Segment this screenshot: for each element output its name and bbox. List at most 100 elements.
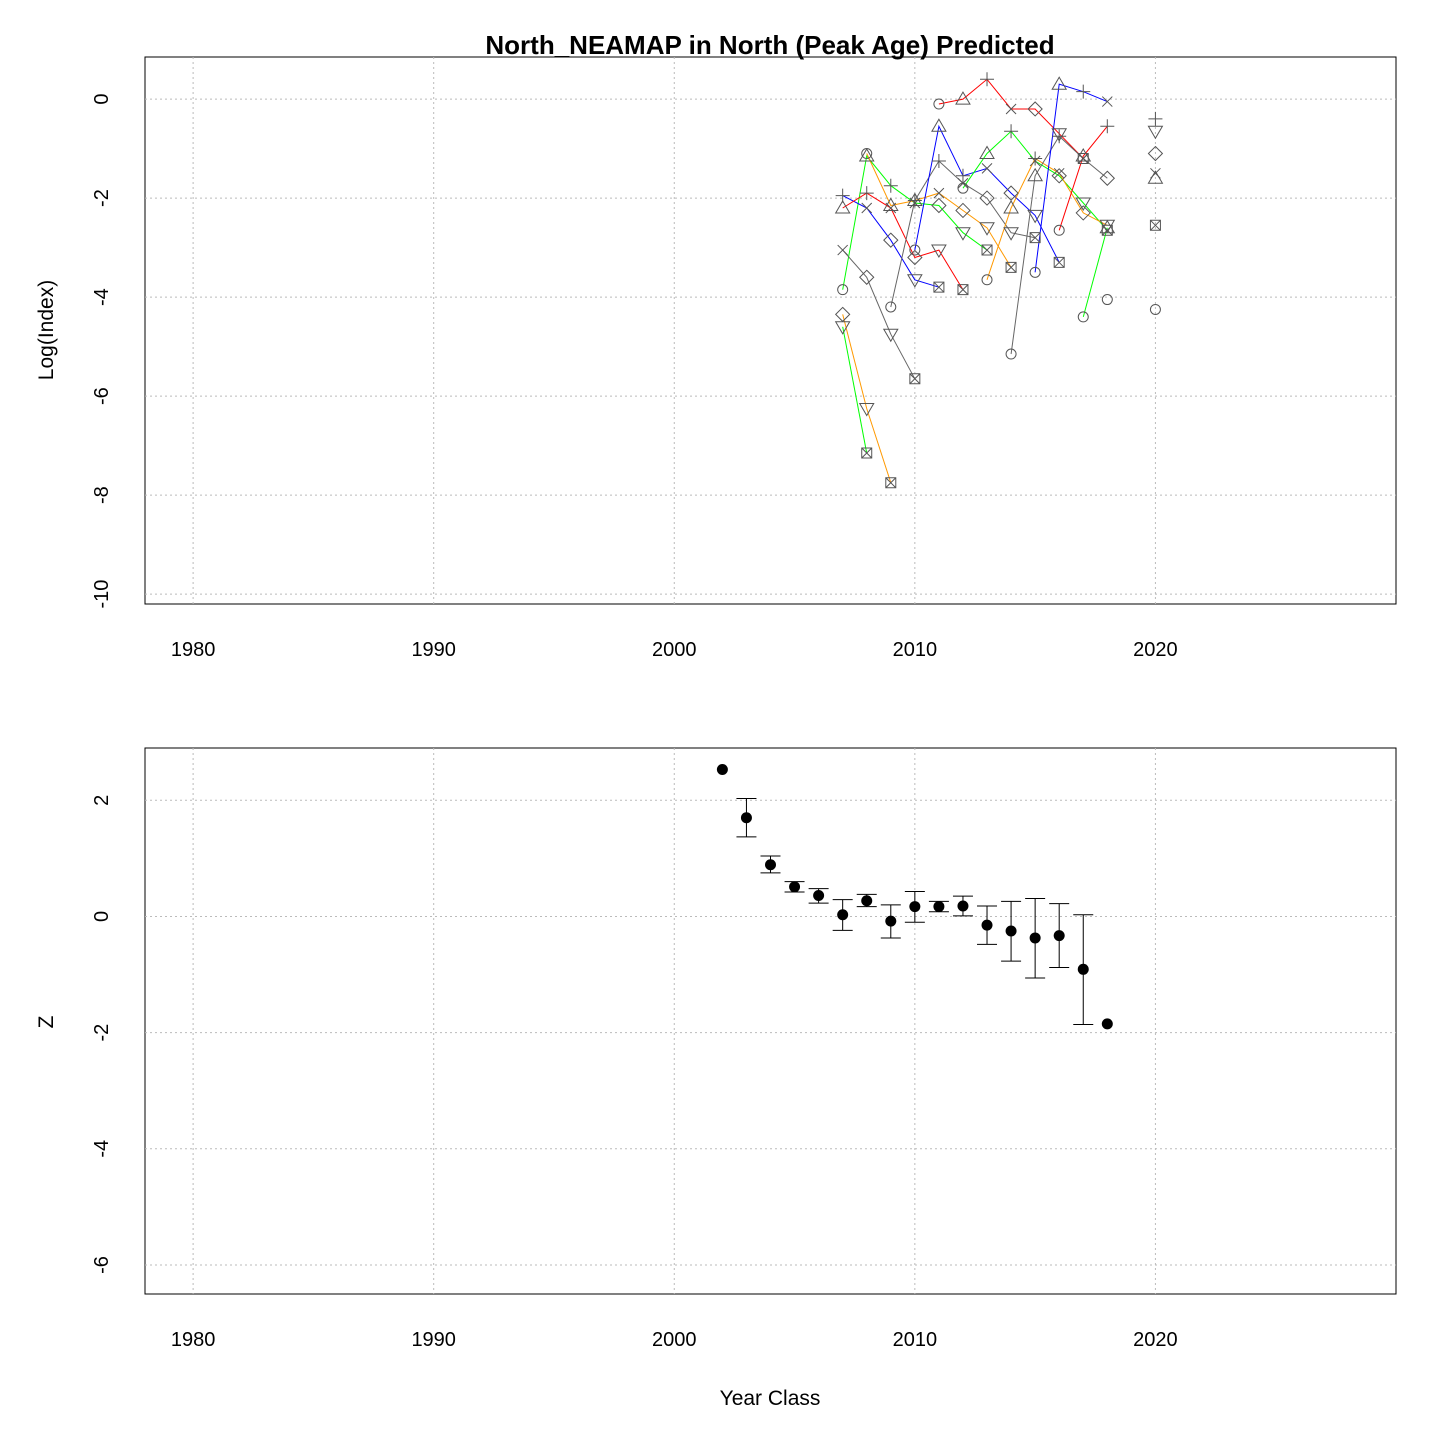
z-point [716,763,728,775]
point-cross [837,244,849,256]
point-triangle-down [1003,227,1019,241]
z-point [861,895,873,907]
point-circle [885,301,897,313]
cohort-line [842,314,892,483]
point-square-x [981,244,993,256]
point-circle [909,244,921,256]
point-triangle-up [882,197,899,212]
z-point [885,915,897,927]
bottom-z-points [716,763,1113,1030]
point-circle [1101,294,1113,306]
point-diamond [931,197,947,214]
bottom-y-tick-label: 2 [91,795,113,806]
point-plus [1052,129,1067,144]
point-diamond [883,232,899,248]
bottom-y-axis-label: Z [35,1015,58,1028]
bottom-panel-z: 1980 1990 2000 2010 2020 -6 -4 -2 0 2 Z Year Clas… [35,747,1397,1410]
point-triangle-up [1099,219,1116,234]
cohort-line [842,195,940,288]
point-circle [1149,303,1161,315]
point-plus [1076,84,1091,99]
point-square-x [1053,256,1065,268]
point-plus [1100,119,1115,134]
point-plus [931,153,946,168]
point-circle [1053,224,1065,236]
cohort-line [1082,227,1108,318]
point-triangle-up [955,91,971,105]
point-circle [933,98,945,110]
bottom-x-tick-label: 2000 [652,1329,697,1351]
cohort-line [938,78,1084,159]
bottom-y-tick-label: -6 [91,1256,113,1274]
z-point [1053,930,1065,942]
cohort-line [842,326,868,454]
point-triangle-up [834,199,851,214]
z-point [1077,963,1089,975]
point-triangle-down [955,227,971,241]
top-panel-log-index: 1980 1990 2000 2010 2020 -10 -8 -6 -4 -2 0 Log(Ind… [35,56,1397,661]
top-y-tick-label: -10 [91,580,113,609]
point-circle [861,148,873,160]
point-triangle-down [882,328,899,343]
top-y-tick-label: -4 [91,288,113,306]
cohort-line [1034,83,1108,273]
point-triangle-up [931,118,947,132]
top-plot-box [144,56,1397,605]
point-cross [981,163,993,174]
point-cross [1053,167,1065,179]
bottom-axis-ticks: 1980 1990 2000 2010 2020 -6 -4 -2 0 2 [91,795,1178,1351]
point-square-x [909,373,921,385]
point-triangle-down [931,244,947,259]
point-triangle-down [1075,197,1092,212]
point-plus [1028,151,1043,166]
point-circle [1077,311,1089,323]
point-triangle-down [906,274,923,288]
cohort-line [986,157,1108,280]
z-point [981,919,993,931]
point-plus [1004,124,1019,139]
z-point [789,881,801,893]
z-point [909,901,921,913]
point-diamond [979,190,995,206]
point-diamond [1027,101,1043,117]
point-diamond [955,202,971,219]
point-diamond [907,249,923,266]
top-series-lines [842,78,1108,483]
top-y-tick-label: -6 [91,387,113,405]
point-cross [1150,167,1161,179]
point-square-x [1149,219,1161,231]
point-diamond [859,269,875,285]
point-triangle-up [1075,148,1092,162]
point-plus [955,168,970,183]
point-diamond [1075,205,1091,221]
point-plus [1148,111,1163,126]
z-point [740,812,752,824]
point-square-x [885,477,897,489]
top-y-axis-label: Log(Index) [35,280,58,380]
point-triangle-up [1051,76,1068,90]
point-triangle-down [1027,209,1044,224]
bottom-x-tick-label: 1990 [411,1329,456,1351]
point-triangle-down [858,402,875,417]
top-chart-title: North_NEAMAP in North (Peak Age) Predict… [485,30,1054,60]
point-diamond [1099,170,1116,186]
top-series-points [834,72,1164,489]
point-circle [1029,266,1041,278]
point-circle [957,182,969,194]
point-triangle-down [1147,125,1164,140]
top-x-tick-label: 2020 [1133,639,1178,661]
top-x-tick-label: 1980 [171,639,216,661]
cohort-line [1058,125,1108,231]
top-gridlines [145,57,1396,604]
bottom-gridlines [145,748,1396,1294]
bottom-x-tick-label: 2010 [893,1329,938,1351]
point-triangle-up [1003,199,1019,214]
z-point [1101,1018,1113,1030]
cohort-line [842,249,916,380]
point-square-x [957,284,969,296]
point-plus [859,186,874,201]
top-x-tick-label: 2000 [652,639,697,661]
point-circle [981,274,993,286]
point-plus [980,72,995,87]
